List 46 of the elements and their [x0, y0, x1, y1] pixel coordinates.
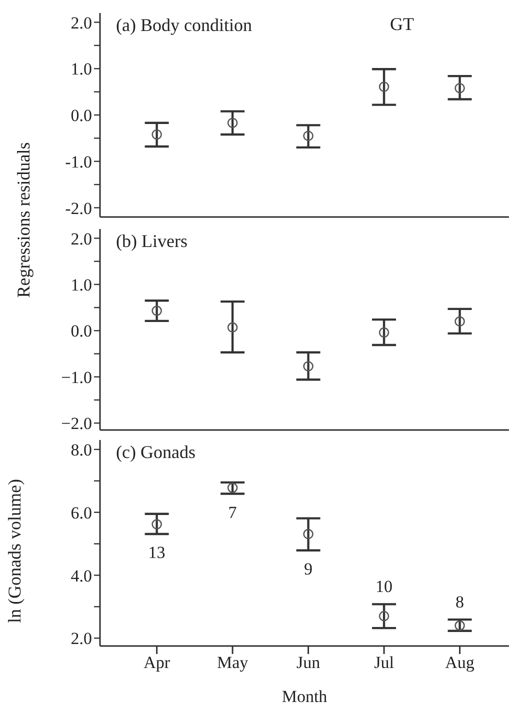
x-tick-label: May — [216, 653, 249, 672]
y-tick-label: −1.0 — [61, 368, 92, 387]
x-tick-label: Aug — [445, 653, 475, 672]
y-tick-label: 2.0 — [70, 629, 92, 648]
annotation: 13 — [148, 543, 166, 562]
chart-title: (c) Gonads — [116, 442, 196, 463]
y-tick-label: 0.0 — [70, 106, 92, 126]
point — [152, 519, 162, 530]
point — [227, 118, 238, 128]
annotation: 8 — [456, 592, 464, 612]
x-tick-label: Apr — [144, 653, 170, 672]
y-tick-label: 8.0 — [70, 440, 92, 460]
point — [152, 306, 162, 316]
point — [378, 327, 390, 338]
y-tick-label: 1.0 — [70, 60, 92, 79]
y-axis-title: ln (Gonads volume) — [4, 479, 24, 623]
chart-title: (b) Livers — [116, 231, 188, 252]
y-tick-label: -2.0 — [65, 198, 92, 218]
y-tick-label: 6.0 — [70, 503, 92, 522]
point — [378, 82, 390, 92]
chart-title: (a) Body condition — [116, 15, 252, 36]
y-tick-label: 4.0 — [70, 566, 92, 586]
point — [303, 130, 314, 142]
point — [303, 528, 314, 540]
point — [227, 322, 238, 333]
point — [454, 316, 465, 327]
y-axis-title: Regressions residuals — [14, 142, 34, 298]
y-tick-label: 0.0 — [70, 322, 92, 341]
annotation: 9 — [304, 559, 313, 578]
point — [378, 610, 390, 622]
point — [303, 361, 314, 372]
point — [454, 620, 465, 631]
x-tick-label: Jun — [296, 653, 321, 672]
y-tick-label: −2.0 — [61, 414, 92, 434]
y-tick-label: 2.0 — [70, 229, 92, 248]
x-axis-title: Month — [282, 687, 328, 704]
point — [454, 82, 465, 94]
point — [152, 129, 162, 140]
annotation: 10 — [376, 577, 393, 596]
point — [227, 482, 238, 493]
x-tick-label: Jul — [374, 653, 394, 672]
y-tick-label: -1.0 — [65, 152, 92, 172]
y-tick-label: 2.0 — [70, 13, 92, 32]
annotation: 7 — [228, 502, 238, 522]
annotation: GT — [390, 14, 414, 35]
y-tick-label: 1.0 — [70, 275, 92, 294]
